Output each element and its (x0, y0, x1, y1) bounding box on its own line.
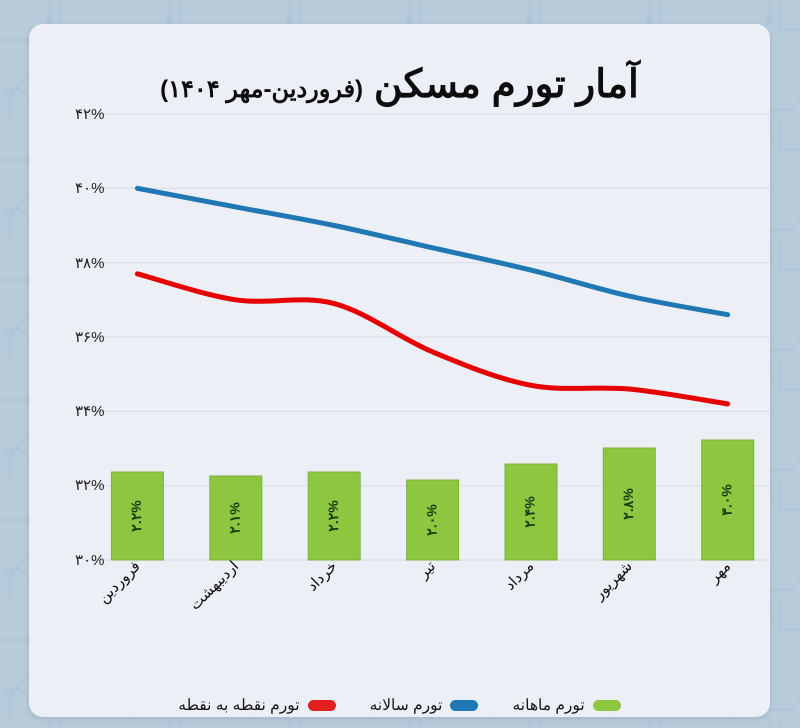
svg-text:مهر: مهر (705, 558, 734, 587)
svg-text:خرداد: خرداد (304, 558, 341, 595)
svg-text:۲.۰%: ۲.۰% (423, 504, 439, 536)
svg-text:۳.۰%: ۳.۰% (718, 484, 734, 516)
svg-text:تیر: تیر (414, 558, 439, 583)
svg-text:مرداد: مرداد (501, 558, 537, 594)
svg-text:۳۴%: ۳۴% (75, 403, 104, 420)
svg-text:۳۸%: ۳۸% (75, 255, 104, 272)
svg-text:۴۰%: ۴۰% (75, 180, 104, 197)
svg-text:۳۰%: ۳۰% (75, 552, 104, 569)
svg-text:۲.۲%: ۲.۲% (128, 500, 144, 532)
svg-text:شهریور: شهریور (590, 558, 636, 604)
svg-text:۴۲%: ۴۲% (75, 106, 104, 123)
svg-text:۳۲%: ۳۲% (75, 477, 104, 494)
svg-text:اردیبهشت: اردیبهشت (186, 558, 242, 614)
svg-text:۲.۲%: ۲.۲% (325, 500, 341, 532)
svg-text:۲.۴%: ۲.۴% (522, 496, 538, 528)
svg-text:۲.۱%: ۲.۱% (227, 502, 243, 534)
svg-text:۳۶%: ۳۶% (75, 329, 104, 346)
svg-text:۲.۸%: ۲.۸% (620, 488, 636, 520)
